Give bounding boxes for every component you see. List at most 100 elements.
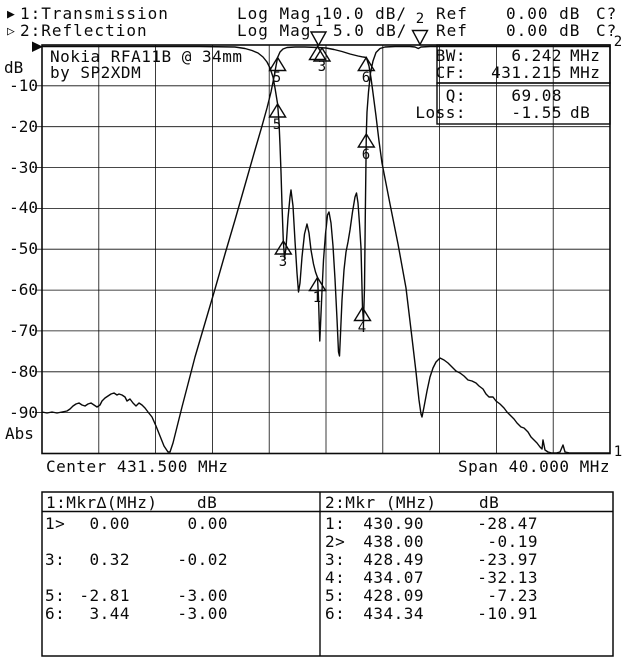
reflection-marker3-label: 3 [278, 254, 288, 270]
right-row3-db: -23.97 [477, 550, 538, 569]
left-table-header-mkr: 1:Mkr∆(MHz) [46, 493, 158, 512]
transmission-trace [41, 46, 610, 454]
channel1-scale: 10.0 dB/ [322, 4, 408, 23]
channel1-ref-label: Ref [436, 4, 468, 23]
loss-unit: dB [570, 103, 591, 122]
grid-horizontal-lines [35, 85, 610, 414]
plot-title-line2: by SP2XDM [50, 63, 142, 82]
right-row2-id: 2> [325, 532, 346, 551]
right-row2-mhz: 438.00 [363, 532, 424, 551]
y-tick--70: -70 [9, 321, 38, 340]
right-row5-mhz: 428.09 [363, 586, 424, 605]
left-row3-delta-mhz: 0.32 [89, 550, 130, 569]
right-row6-mhz: 434.34 [363, 604, 424, 623]
marker2-active-label: 2 [415, 11, 425, 27]
left-row6-id: 6: [45, 604, 66, 623]
cf-value: 431.215 [491, 63, 562, 82]
channel2-arrow-icon: ▷ [7, 24, 15, 39]
channel1-ref-value: 0.00 dB [506, 4, 581, 23]
left-row5-delta-mhz: -2.81 [79, 586, 130, 605]
span-label: Span 40.000 MHz [458, 457, 610, 476]
channel1-label: 1:Transmission [20, 4, 169, 23]
channel1-format: Log Mag [237, 4, 312, 23]
transmission-marker6-label: 6 [361, 70, 371, 86]
right-row3-mhz: 428.49 [363, 550, 424, 569]
marker2-active-nabla-icon [411, 29, 429, 46]
channel2-cal-status: C? [596, 21, 618, 40]
reference-position-arrow-icon [32, 41, 43, 52]
reflection-marker6-label: 6 [361, 147, 371, 163]
channel1-cal-status: C? [596, 4, 618, 23]
cf-label: CF: [435, 63, 466, 82]
y-tick--80: -80 [9, 362, 38, 381]
left-row1-db: 0.00 [187, 514, 228, 533]
right-row5-db: -7.23 [487, 586, 538, 605]
left-row5-id: 5: [45, 586, 66, 605]
reflection-marker1-triangle-icon [308, 276, 327, 292]
bw-value: 6.242 [511, 46, 562, 65]
y-tick--30: -30 [9, 158, 38, 177]
channel2-format: Log Mag [237, 21, 312, 40]
y-tick--10: -10 [9, 76, 38, 95]
plot-border [41, 44, 611, 455]
left-table-header-db: dB [197, 493, 218, 512]
right-row1-db: -28.47 [477, 514, 538, 533]
y-tick--50: -50 [9, 239, 38, 258]
left-row5-db: -3.00 [177, 586, 228, 605]
right-row2-db: -0.19 [487, 532, 538, 551]
q-label: Q: [445, 86, 466, 105]
left-row3-id: 3: [45, 550, 66, 569]
left-row3-db: -0.02 [177, 550, 228, 569]
reflection-marker1-label: 1 [312, 290, 322, 306]
right-row3-id: 3: [325, 550, 346, 569]
channel2-scale: 5.0 dB/ [333, 21, 408, 40]
y-tick--20: -20 [9, 117, 38, 136]
y-axis-unit-label: dB [4, 58, 24, 77]
transmission-marker3-triangle-icon [312, 46, 332, 62]
transmission-marker5-label: 5 [272, 70, 282, 86]
right-row4-mhz: 434.07 [363, 568, 424, 587]
y-tick--60: -60 [9, 280, 38, 299]
right-table-header-db: dB [479, 493, 500, 512]
transmission-marker3-label: 3 [317, 59, 327, 75]
reflection-marker3-triangle-icon [274, 239, 293, 255]
channel1-active-arrow-icon: ▶ [7, 7, 15, 22]
loss-label: Loss: [415, 103, 466, 122]
channel2-label: 2:Reflection [20, 21, 148, 40]
right-row4-id: 4: [325, 568, 346, 587]
loss-value: -1.55 [511, 103, 562, 122]
left-row6-db: -3.00 [177, 604, 228, 623]
reflection-marker5-label: 5 [272, 117, 282, 133]
right-row1-mhz: 430.90 [363, 514, 424, 533]
right-row6-db: -10.91 [477, 604, 538, 623]
right-row1-id: 1: [325, 514, 346, 533]
left-row1-id: 1> [45, 514, 66, 533]
left-row1-delta-mhz: 0.00 [89, 514, 130, 533]
right-row6-id: 6: [325, 604, 346, 623]
y-axis-mode-label: Abs [5, 424, 34, 443]
reflection-marker6-triangle-icon [357, 132, 376, 148]
cf-unit: MHz [570, 63, 601, 82]
marker1-active-nabla-icon [309, 31, 328, 47]
channel2-ref-value: 0.00 dB [506, 21, 581, 40]
right-row4-db: -32.13 [477, 568, 538, 587]
center-frequency-label: Center 431.500 MHz [46, 457, 229, 476]
transmission-marker6-triangle-icon [357, 56, 376, 72]
plot-title-line1: Nokia RFA11B @ 34mm [50, 47, 243, 66]
reflection-marker4-label: 4 [357, 320, 367, 336]
reflection-trace [42, 45, 610, 357]
bw-unit: MHz [570, 46, 601, 65]
transmission-marker5-triangle-icon [268, 56, 287, 72]
right-table-header-mkr: 2:Mkr (MHz) [325, 493, 437, 512]
right-row5-id: 5: [325, 586, 346, 605]
marker-table-frame [41, 491, 614, 657]
channel1-edge-indicator: 1 [613, 444, 623, 460]
q-loss-box-frame [436, 82, 611, 125]
marker1-active-label: 1 [314, 14, 324, 30]
left-row6-delta-mhz: 3.44 [89, 604, 130, 623]
q-value: 69.08 [511, 86, 562, 105]
y-tick--40: -40 [9, 198, 38, 217]
reflection-marker4-triangle-icon [353, 306, 372, 322]
